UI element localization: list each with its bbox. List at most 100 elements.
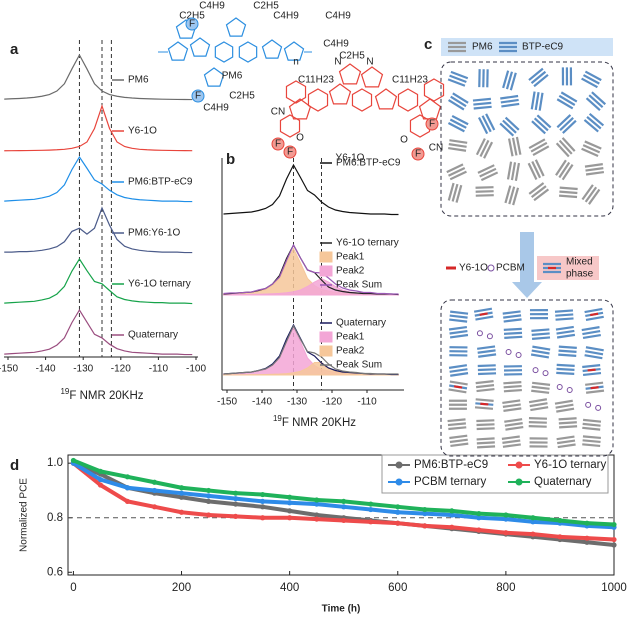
legend-label: Peak2 — [336, 346, 365, 357]
data-point — [530, 531, 536, 537]
data-point — [178, 485, 185, 491]
stripe — [475, 138, 486, 156]
stripe — [530, 141, 548, 153]
molecule-domain — [472, 97, 492, 110]
legend-marker — [487, 264, 495, 272]
structure-ring — [288, 98, 312, 120]
spectrum-line — [4, 53, 193, 101]
panel-label: d — [10, 457, 19, 474]
atom-label: C11H23 — [392, 75, 428, 86]
molecule-domain — [447, 114, 469, 133]
stripe — [584, 70, 602, 82]
stripe — [475, 194, 494, 197]
stripe-mid — [590, 386, 599, 390]
x-tick-label: 400 — [280, 582, 299, 594]
data-point — [503, 530, 509, 536]
stripe — [556, 114, 572, 129]
stripe — [530, 70, 547, 84]
structure-ring — [167, 41, 189, 61]
data-point — [232, 496, 239, 502]
molecule-domain — [448, 325, 469, 339]
pcbm — [476, 330, 483, 337]
stripe — [455, 184, 463, 203]
stripe — [451, 183, 459, 202]
legend-label: Y6-1O ternary — [534, 459, 606, 471]
legend-label: Quaternary — [336, 318, 386, 329]
data-point — [314, 512, 320, 518]
data-point — [124, 485, 131, 491]
stripe — [582, 443, 601, 448]
data-point — [287, 494, 293, 500]
stripe — [584, 354, 603, 360]
data-point — [584, 535, 590, 541]
molecule-domain — [502, 310, 522, 323]
data-point — [422, 506, 428, 513]
molecule-domain — [582, 418, 602, 431]
data-point — [314, 497, 320, 503]
atom-label: C2H5 — [179, 11, 205, 22]
molecule-domain — [581, 184, 601, 205]
data-point — [205, 512, 212, 518]
stripe — [531, 385, 550, 390]
undefined — [543, 262, 561, 274]
atom-label: CN — [271, 107, 285, 118]
stripe — [534, 159, 545, 177]
stripe — [558, 417, 577, 421]
stripe-mid — [587, 368, 596, 372]
stripe — [531, 120, 546, 135]
stripe — [483, 141, 494, 159]
stripe — [512, 187, 520, 206]
isotope-superscript: 19 — [60, 387, 69, 396]
structure-ring — [285, 80, 307, 104]
stripe-mid — [453, 385, 463, 389]
atom-label: F — [275, 139, 281, 150]
stripe — [585, 97, 601, 112]
stripe — [504, 422, 523, 427]
x-tick-label: -110 — [357, 397, 377, 408]
x-tick-label: 0 — [70, 582, 76, 594]
stripe — [581, 147, 599, 158]
stripe — [448, 426, 467, 431]
stripe — [485, 113, 496, 131]
stripe — [475, 186, 494, 189]
stripe — [559, 425, 578, 429]
stripe — [449, 139, 468, 144]
legend-label: Peak1 — [336, 252, 365, 263]
pcbm — [585, 401, 592, 408]
stripe — [503, 314, 522, 319]
stripe — [530, 91, 536, 110]
legend-box — [381, 454, 609, 494]
stripe — [472, 97, 491, 102]
stripe — [555, 317, 574, 321]
data-point — [476, 511, 482, 517]
stripe — [500, 94, 519, 100]
molecule-domain — [473, 307, 494, 321]
stripe — [449, 318, 468, 323]
molecule-domain — [478, 113, 496, 135]
structure-ring — [374, 88, 398, 110]
stripe — [531, 332, 550, 336]
stripe — [584, 163, 603, 168]
stripe — [503, 388, 522, 393]
stripe — [502, 403, 521, 408]
stripe — [531, 349, 550, 355]
stripe — [532, 381, 551, 386]
pcbm — [566, 387, 573, 394]
stripe — [449, 333, 469, 339]
structure-ring — [261, 39, 283, 59]
stripe — [584, 186, 598, 203]
molecule-domain — [449, 310, 469, 323]
stripe — [448, 364, 468, 369]
data-point — [557, 534, 563, 540]
stripe — [450, 372, 469, 377]
structure-ring — [328, 83, 352, 105]
stripe — [473, 307, 493, 313]
data-point — [422, 523, 428, 529]
x-tick-label: -120 — [322, 397, 342, 408]
molecule-domain — [556, 91, 578, 110]
x-tick-label: 800 — [496, 582, 515, 594]
stripe — [558, 139, 573, 155]
stripe — [479, 139, 490, 157]
stripe — [556, 329, 575, 335]
atom-label: C4H9 — [199, 1, 225, 12]
